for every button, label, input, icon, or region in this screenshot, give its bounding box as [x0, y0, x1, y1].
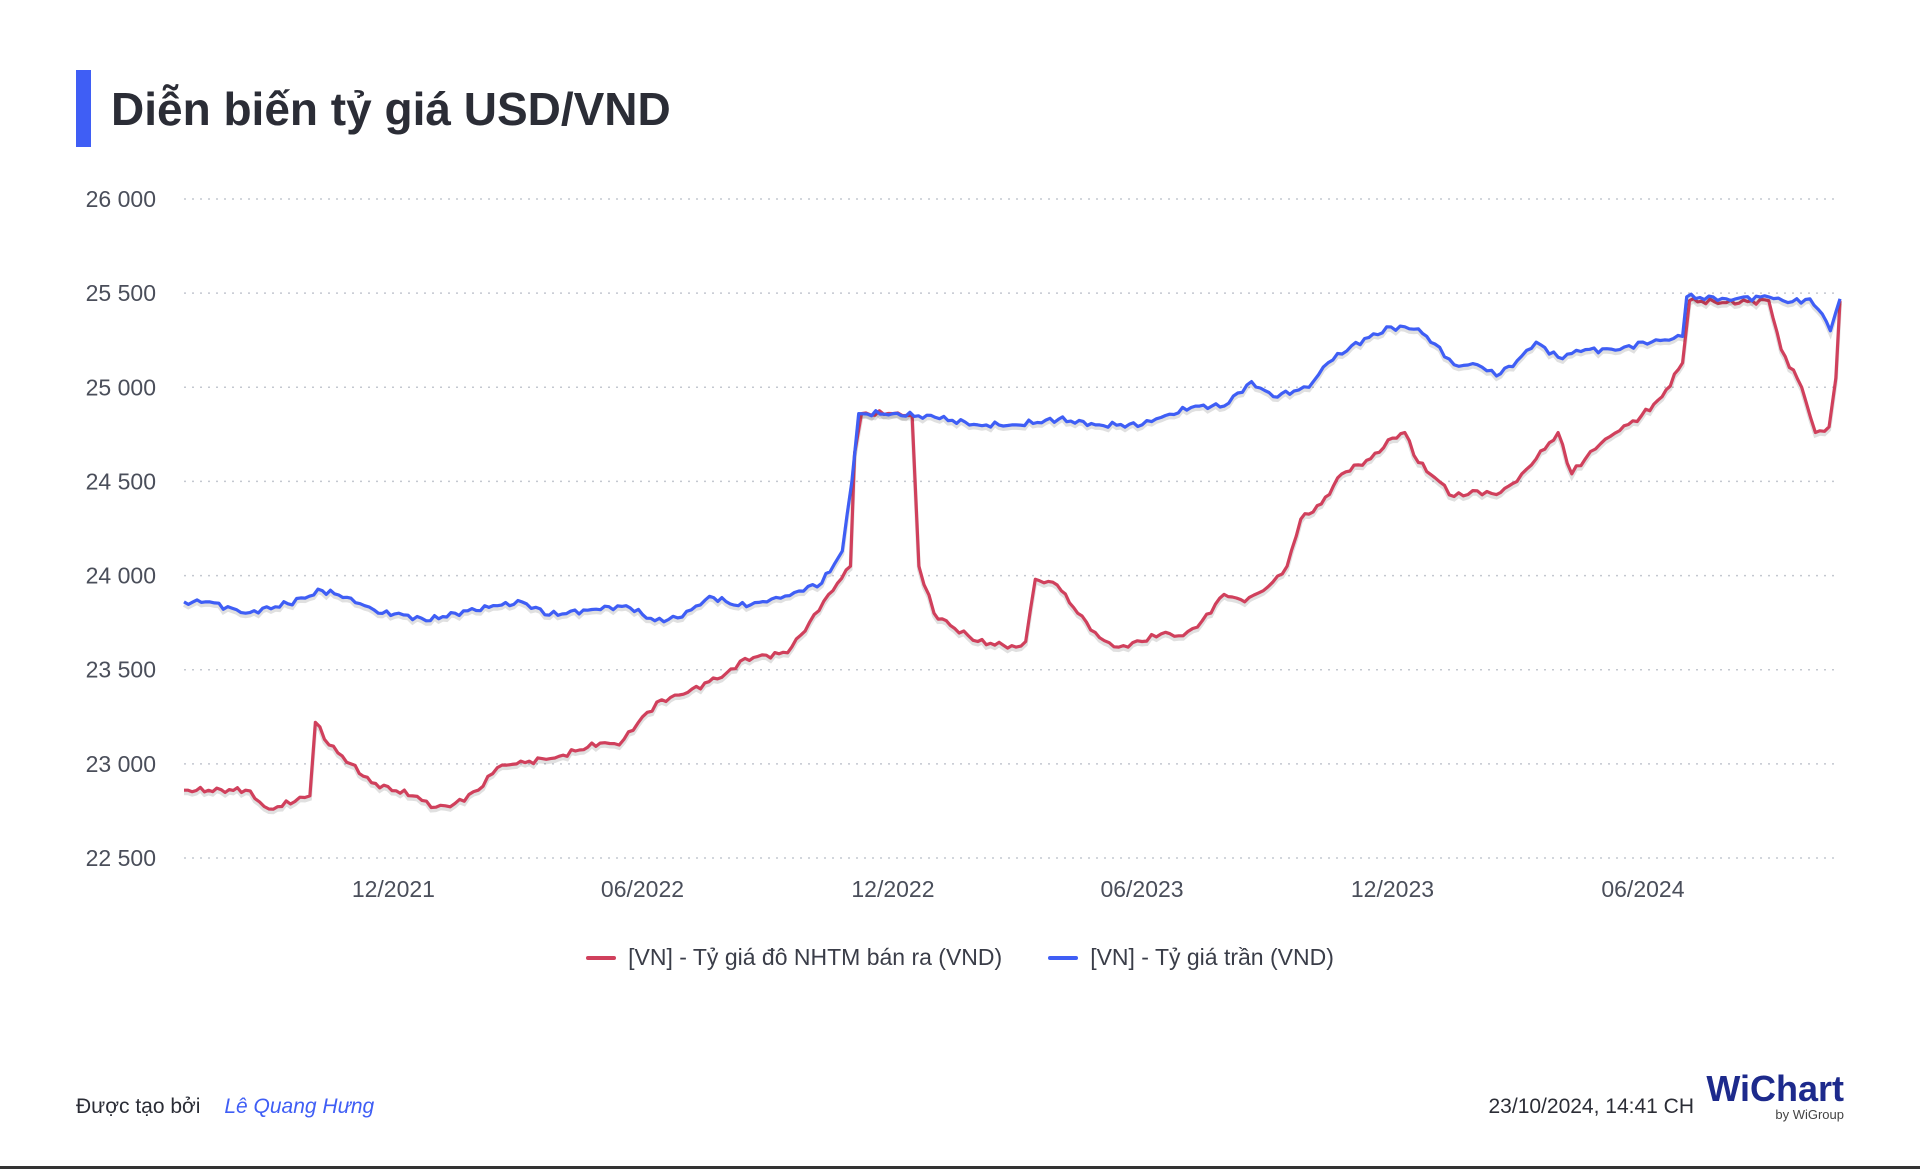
legend-item-bank-rate[interactable]: [VN] - Tỷ giá đô NHTM bán ra (VND) — [586, 944, 1002, 971]
x-tick-label: 12/2022 — [851, 876, 934, 902]
y-tick-label: 25 500 — [86, 280, 156, 306]
line-chart: 22 500 23 000 23 500 24 000 24 500 25 000 25 5… — [86, 186, 1842, 902]
y-tick-label: 26 000 — [86, 186, 156, 212]
footer-timestamp: 23/10/2024, 14:41 CH — [1488, 1095, 1695, 1118]
series-line-bank-rate[interactable] — [184, 297, 1842, 811]
y-tick-label: 23 500 — [86, 657, 156, 683]
series-line-shadow — [184, 299, 1842, 815]
brand-sub: by WiGroup — [1775, 1107, 1844, 1122]
series-line-shadow — [182, 294, 1842, 628]
x-tick-label: 06/2024 — [1601, 876, 1684, 902]
y-tick-label: 24 500 — [86, 468, 156, 494]
footer-credit: Được tạo bởi Lê Quang Hưng — [76, 1095, 374, 1119]
x-tick-label: 06/2023 — [1100, 876, 1183, 902]
title-accent-bar — [76, 70, 91, 147]
created-by-label: Được tạo bởi — [76, 1095, 201, 1118]
legend-item-ceiling-rate[interactable]: [VN] - Tỷ giá trần (VND) — [1048, 944, 1334, 971]
y-tick-label: 22 500 — [86, 845, 156, 871]
brand-name: WiChart — [1706, 1068, 1844, 1109]
y-tick-label: 24 000 — [86, 563, 156, 589]
legend-label-bank-rate: [VN] - Tỷ giá đô NHTM bán ra (VND) — [628, 944, 1003, 970]
chart-legend: [VN] - Tỷ giá đô NHTM bán ra (VND) [VN] … — [0, 944, 1920, 971]
x-tick-label: 12/2021 — [352, 876, 435, 902]
legend-swatch-bank-rate — [586, 955, 617, 960]
y-tick-label: 25 000 — [86, 374, 156, 400]
author-link[interactable]: Lê Quang Hưng — [224, 1095, 375, 1118]
series-line-ceiling-rate[interactable] — [183, 292, 1842, 624]
y-tick-label: 23 000 — [86, 751, 156, 777]
brand-logo[interactable]: WiChart by WiGroup — [1706, 1070, 1844, 1122]
legend-label-ceiling-rate: [VN] - Tỷ giá trần (VND) — [1090, 944, 1334, 970]
x-tick-label: 12/2023 — [1351, 876, 1434, 902]
x-tick-label: 06/2022 — [601, 876, 684, 902]
chart-title: Diễn biến tỷ giá USD/VND — [111, 82, 671, 135]
legend-swatch-ceiling-rate — [1048, 955, 1079, 960]
bottom-border — [0, 1166, 1920, 1169]
